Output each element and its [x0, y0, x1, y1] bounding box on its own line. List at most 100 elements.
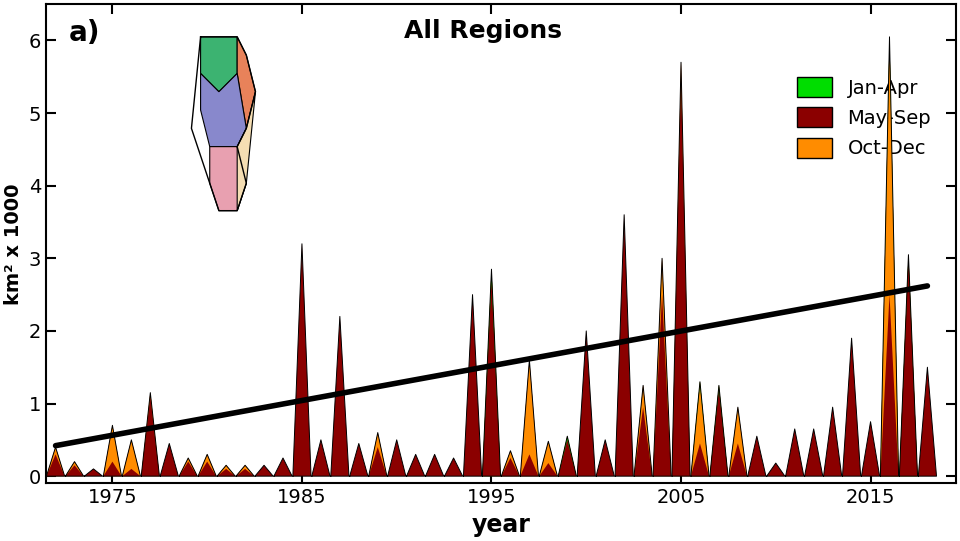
Polygon shape — [217, 469, 235, 476]
Polygon shape — [312, 440, 330, 476]
Polygon shape — [880, 295, 899, 476]
Polygon shape — [104, 425, 122, 476]
Polygon shape — [880, 37, 899, 476]
Polygon shape — [880, 37, 899, 476]
Polygon shape — [558, 440, 576, 476]
Polygon shape — [198, 454, 216, 476]
Polygon shape — [900, 255, 918, 476]
Polygon shape — [520, 454, 539, 476]
Polygon shape — [672, 77, 690, 476]
Polygon shape — [880, 41, 899, 476]
Polygon shape — [634, 407, 652, 476]
Polygon shape — [274, 458, 292, 476]
Polygon shape — [369, 447, 387, 476]
Polygon shape — [501, 458, 519, 476]
Polygon shape — [255, 465, 274, 476]
Polygon shape — [46, 454, 64, 476]
Polygon shape — [691, 385, 709, 476]
Polygon shape — [709, 389, 728, 476]
Y-axis label: km² x 1000: km² x 1000 — [4, 183, 23, 305]
Polygon shape — [709, 385, 728, 476]
Polygon shape — [46, 447, 64, 476]
Polygon shape — [369, 433, 387, 476]
Polygon shape — [748, 436, 766, 476]
Polygon shape — [691, 382, 709, 476]
Polygon shape — [141, 396, 159, 476]
Polygon shape — [482, 269, 500, 476]
Polygon shape — [785, 429, 804, 476]
Polygon shape — [104, 425, 122, 476]
Polygon shape — [653, 258, 671, 476]
Polygon shape — [407, 454, 424, 476]
Polygon shape — [293, 244, 311, 476]
X-axis label: year: year — [471, 513, 530, 537]
Polygon shape — [634, 385, 652, 476]
Polygon shape — [596, 440, 614, 476]
Polygon shape — [84, 469, 103, 476]
Polygon shape — [691, 444, 709, 476]
Polygon shape — [65, 465, 84, 476]
Polygon shape — [691, 382, 709, 476]
Polygon shape — [122, 469, 140, 476]
Polygon shape — [709, 385, 728, 476]
Polygon shape — [444, 458, 463, 476]
Polygon shape — [180, 461, 198, 476]
Polygon shape — [558, 436, 576, 476]
Polygon shape — [331, 316, 348, 476]
Polygon shape — [482, 280, 500, 476]
Polygon shape — [672, 62, 690, 476]
Polygon shape — [501, 451, 519, 476]
Polygon shape — [558, 436, 576, 476]
Polygon shape — [540, 463, 558, 476]
Polygon shape — [540, 441, 558, 476]
Polygon shape — [180, 458, 198, 476]
Polygon shape — [482, 269, 500, 476]
Polygon shape — [919, 367, 937, 476]
Polygon shape — [729, 444, 747, 476]
Polygon shape — [236, 469, 254, 476]
Polygon shape — [122, 440, 140, 476]
Polygon shape — [729, 407, 747, 476]
Polygon shape — [880, 37, 899, 476]
Polygon shape — [691, 444, 709, 476]
Polygon shape — [900, 255, 918, 476]
Polygon shape — [861, 421, 879, 476]
Polygon shape — [141, 393, 159, 476]
Polygon shape — [198, 461, 216, 476]
Polygon shape — [217, 465, 235, 476]
Polygon shape — [425, 454, 444, 476]
Polygon shape — [388, 440, 406, 476]
Polygon shape — [767, 463, 785, 476]
Polygon shape — [900, 255, 918, 476]
Polygon shape — [369, 433, 387, 476]
Polygon shape — [46, 447, 64, 476]
Polygon shape — [180, 458, 198, 476]
Polygon shape — [691, 382, 709, 476]
Polygon shape — [198, 454, 216, 476]
Text: a): a) — [69, 18, 101, 47]
Polygon shape — [482, 269, 500, 476]
Polygon shape — [824, 407, 842, 476]
Polygon shape — [160, 444, 179, 476]
Polygon shape — [464, 295, 482, 476]
Polygon shape — [672, 62, 690, 476]
Polygon shape — [540, 441, 558, 476]
Polygon shape — [122, 440, 140, 476]
Polygon shape — [615, 215, 634, 476]
Polygon shape — [65, 461, 84, 476]
Polygon shape — [880, 295, 899, 476]
Polygon shape — [520, 360, 539, 476]
Polygon shape — [653, 258, 671, 476]
Polygon shape — [217, 465, 235, 476]
Polygon shape — [653, 295, 671, 476]
Polygon shape — [501, 451, 519, 476]
Polygon shape — [577, 331, 595, 476]
Polygon shape — [349, 444, 368, 476]
Polygon shape — [729, 407, 747, 476]
Polygon shape — [141, 393, 159, 476]
Polygon shape — [104, 461, 122, 476]
Polygon shape — [236, 465, 254, 476]
Legend: Jan-Apr, May-Sep, Oct-Dec: Jan-Apr, May-Sep, Oct-Dec — [791, 71, 937, 164]
Polygon shape — [65, 461, 84, 476]
Text: All Regions: All Regions — [404, 18, 562, 43]
